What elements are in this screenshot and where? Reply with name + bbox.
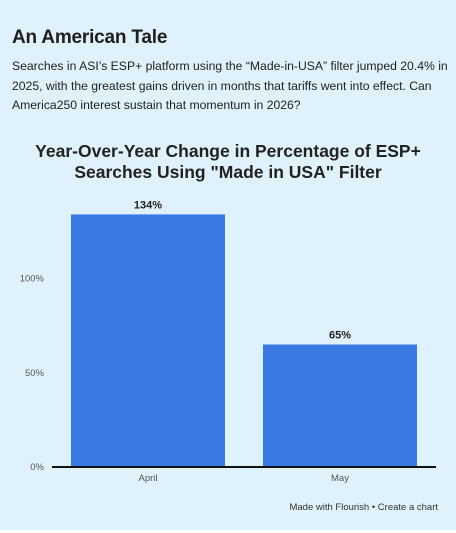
- y-tick-label: 0%: [30, 462, 44, 473]
- bar-april: [71, 214, 225, 467]
- chart-title: Year-Over-Year Change in Percentage of E…: [35, 141, 421, 182]
- bar-may: [263, 344, 417, 467]
- data-label: 134%: [134, 199, 162, 211]
- x-tick-label: May: [331, 473, 349, 484]
- flourish-credit[interactable]: Made with Flourish • Create a chart: [289, 502, 438, 513]
- headline: An American Tale: [12, 27, 168, 48]
- data-label: 65%: [329, 329, 351, 341]
- intro-paragraph: Searches in ASI’s ESP+ platform using th…: [12, 59, 448, 112]
- x-tick-label: April: [138, 473, 157, 484]
- y-tick-label: 100%: [20, 274, 45, 285]
- y-tick-label: 50%: [25, 368, 45, 379]
